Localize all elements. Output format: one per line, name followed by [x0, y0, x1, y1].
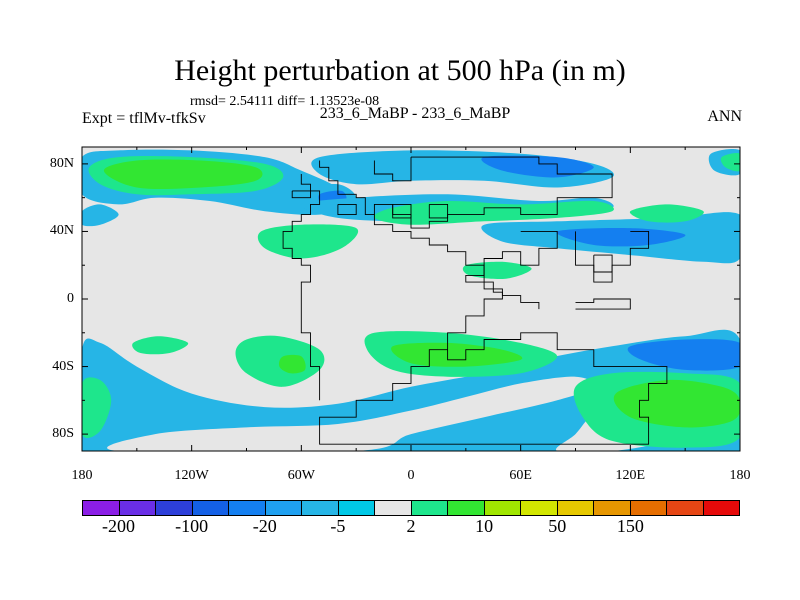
x-tick-label: 60W [287, 468, 315, 483]
contour-region-positive-mid [391, 342, 523, 367]
colorbar-label: 50 [548, 516, 567, 536]
contour-region-negative-mid [556, 227, 686, 247]
coastline [465, 230, 558, 310]
contour-region-neutral [107, 376, 595, 451]
colorbar-segment [667, 501, 704, 515]
y-tick-label: 40S [52, 358, 74, 374]
contour-region-negative-mid [627, 339, 740, 371]
contour-region-positive-small [132, 336, 189, 355]
coastline [392, 203, 412, 219]
y-tick-label: 80S [52, 426, 74, 442]
colorbar-segment [229, 501, 266, 515]
colorbar-segment [119, 501, 156, 515]
coastline [337, 203, 357, 216]
colorbar [82, 500, 740, 516]
colorbar-label: 150 [616, 516, 644, 536]
colorbar-segment [557, 501, 594, 515]
colorbar-label: 2 [406, 516, 416, 536]
statistics-label: rmsd= 2.54111 diff= 1.13523e-08 [190, 94, 380, 109]
colorbar-segment [192, 501, 229, 515]
case-label: 233_6_MaBP - 233_6_MaBP [319, 105, 511, 122]
colorbar-label: -100 [175, 516, 209, 536]
colorbar-segment [411, 501, 448, 515]
coastline [428, 203, 449, 219]
colorbar-segment [484, 501, 521, 515]
x-tick-label: 0 [407, 468, 415, 483]
colorbar-segment [521, 501, 558, 515]
colorbar-segment [302, 501, 339, 515]
experiment-label: Expt = tflMv-tfkSv [82, 110, 206, 127]
contour-region-negative-small [82, 329, 740, 451]
x-tick-label: 120W [174, 468, 209, 483]
colorbar-segment [338, 501, 375, 515]
contour-region-positive-small [462, 261, 532, 280]
x-tick-label: 180 [71, 468, 93, 483]
colorbar-label: 10 [475, 516, 494, 536]
coastline [373, 157, 412, 182]
contour-region-positive-small [629, 204, 704, 223]
contour-region-positive-small [373, 200, 614, 225]
axis-ticks [81, 147, 741, 451]
colorbar-segment [265, 501, 302, 515]
season-label: ANN [707, 108, 742, 125]
chart-title: Height perturbation at 500 hPa (in m) [174, 54, 626, 87]
contour-region-positive-small [82, 377, 112, 438]
colorbar-label: -20 [252, 516, 277, 536]
colorbar-segment [630, 501, 667, 515]
colorbar-label: -200 [102, 516, 136, 536]
colorbar-segment [375, 501, 412, 515]
contour-region-positive-mid [278, 354, 306, 374]
x-tick-label: 120E [615, 468, 646, 483]
coastline [291, 190, 311, 199]
continent-outline-layer [282, 156, 668, 445]
y-tick-label: 40N [49, 223, 74, 239]
coastline [282, 174, 321, 401]
colorbar-segment [594, 501, 631, 515]
y-tick-label: 0 [67, 291, 74, 306]
colorbar-label: -5 [330, 516, 346, 536]
coastline [593, 254, 613, 273]
contour-region-positive-mid [103, 159, 263, 190]
x-tick-label: 60E [509, 468, 532, 483]
colorbar-segment [448, 501, 485, 515]
x-tick-label: 180 [729, 468, 751, 483]
coastline [319, 160, 668, 445]
contour-region-positive-mid [613, 379, 740, 428]
contour-region-negative-mid [481, 155, 594, 178]
y-tick-label: 80N [49, 155, 74, 171]
contour-region-positive-small [720, 153, 740, 172]
colorbar-segment [703, 501, 739, 515]
contour-region-negative-small [82, 204, 119, 227]
colorbar-segment [156, 501, 193, 515]
coastline [373, 156, 613, 229]
coastline [575, 298, 631, 310]
colorbar-segment [83, 501, 120, 515]
